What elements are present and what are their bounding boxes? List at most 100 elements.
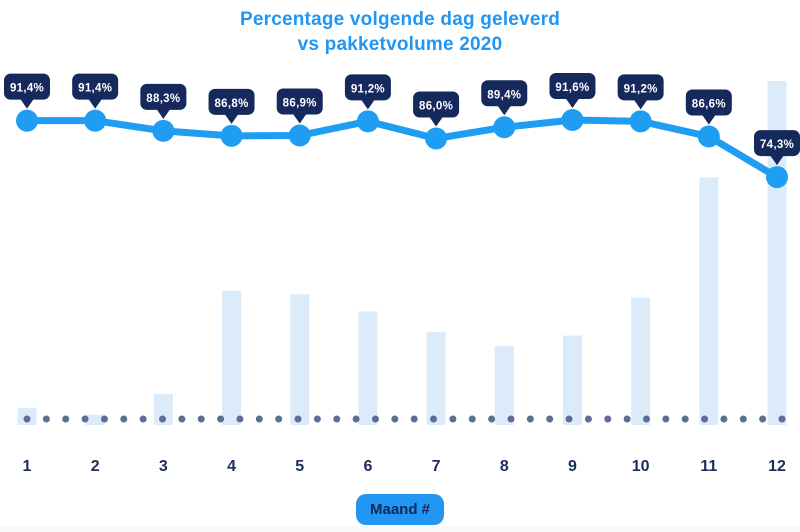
data-point-marker — [629, 110, 652, 133]
volume-bar — [290, 294, 310, 425]
volume-bar — [699, 177, 719, 425]
data-point-marker — [425, 127, 448, 150]
baseline-dot — [739, 415, 747, 423]
baseline-dot — [391, 415, 399, 423]
month-tick-label: 4 — [227, 458, 236, 475]
baseline-dot — [604, 415, 612, 423]
baseline-dot — [449, 415, 457, 423]
data-point-marker — [288, 124, 311, 147]
badge-pointer-icon — [292, 113, 307, 124]
badge-label: 91,6% — [555, 82, 589, 94]
month-tick-label: 8 — [500, 458, 509, 475]
baseline-dot — [62, 415, 70, 423]
data-point-marker — [84, 109, 107, 132]
baseline-dot — [23, 415, 31, 423]
baseline-dot — [42, 415, 50, 423]
badge-pointer-icon — [88, 98, 103, 109]
month-tick-label: 10 — [632, 458, 650, 475]
baseline-dot — [584, 415, 592, 423]
badge-label: 86,9% — [283, 98, 317, 110]
baseline-dot — [217, 415, 225, 423]
x-axis-label-pill: Maand # — [355, 494, 445, 525]
bottom-strip — [0, 526, 800, 532]
baseline-dot — [81, 415, 89, 423]
chart-title-line1: Percentage volgende dag geleverd — [239, 9, 560, 30]
badge-label: 86,0% — [419, 100, 453, 112]
month-tick-label: 9 — [568, 458, 577, 475]
baseline-dot — [662, 415, 670, 423]
badge-label: 91,4% — [10, 83, 44, 95]
x-axis-label: Maand # — [369, 501, 431, 518]
baseline-dot — [410, 415, 418, 423]
baseline-dot — [488, 415, 496, 423]
volume-bar — [153, 394, 173, 425]
trend-line — [23, 116, 781, 181]
data-label-badge — [685, 89, 732, 116]
badge-label: 86,6% — [692, 99, 726, 111]
month-tick-label: 7 — [432, 458, 441, 475]
badge-label: 91,4% — [78, 83, 112, 95]
baseline-dot — [197, 415, 205, 423]
baseline-dot — [565, 415, 573, 423]
baseline-dot — [139, 415, 147, 423]
badge-pointer-icon — [565, 98, 580, 108]
month-tick-label: 1 — [23, 458, 32, 475]
baseline-dot — [507, 415, 515, 423]
baseline-dot — [371, 415, 379, 423]
baseline-dot — [526, 415, 534, 423]
volume-bar — [767, 81, 787, 425]
baseline-dot — [100, 415, 108, 423]
badge-pointer-icon — [497, 105, 512, 116]
data-point-marker — [16, 109, 38, 132]
badge-pointer-icon — [701, 114, 716, 125]
data-label-badge — [481, 80, 528, 107]
data-label-badge — [140, 83, 187, 110]
badge-pointer-icon — [429, 116, 444, 127]
baseline-dot — [333, 415, 341, 423]
volume-bar — [562, 335, 582, 425]
data-point-marker — [493, 116, 516, 139]
baseline-dot — [430, 415, 438, 423]
baseline-dot — [623, 415, 631, 423]
baseline-dot — [255, 415, 263, 423]
badge-pointer-icon — [20, 98, 34, 109]
volume-bar — [631, 297, 651, 425]
data-point-marker — [356, 110, 379, 133]
data-point-marker — [561, 109, 584, 131]
month-tick-label: 2 — [91, 458, 100, 475]
baseline-dot — [468, 415, 476, 423]
volume-bar — [494, 345, 514, 425]
baseline-dot — [159, 415, 167, 423]
data-label-badge — [549, 73, 596, 99]
data-label-badge — [4, 73, 50, 100]
baseline-dot — [701, 415, 709, 423]
chart-title-line2: vs pakketvolume 2020 — [297, 34, 503, 55]
data-point-marker — [766, 166, 788, 189]
month-tick-label: 6 — [363, 458, 372, 475]
baseline-dot — [720, 415, 728, 423]
badge-pointer-icon — [770, 155, 784, 166]
baseline-dot — [275, 415, 283, 423]
badge-label: 74,3% — [760, 139, 794, 151]
baseline-dot — [546, 415, 554, 423]
volume-bar — [358, 311, 378, 425]
baseline-dot — [352, 415, 360, 423]
data-label-badge — [208, 88, 255, 115]
badge-label: 91,2% — [351, 83, 385, 95]
data-point-marker — [220, 124, 243, 147]
data-label-badge — [344, 74, 391, 101]
data-label-badge — [413, 91, 460, 118]
baseline-dot — [236, 415, 244, 423]
badge-label: 88,3% — [146, 93, 180, 105]
baseline-dot — [759, 415, 767, 423]
badge-pointer-icon — [633, 99, 648, 110]
data-label-badge — [276, 88, 323, 115]
month-tick-label: 3 — [159, 458, 168, 475]
month-tick-label: 11 — [700, 458, 717, 475]
baseline-dot — [313, 415, 321, 423]
baseline-dot — [681, 415, 689, 423]
month-tick-label: 12 — [768, 458, 786, 475]
badge-label: 86,8% — [214, 98, 248, 110]
